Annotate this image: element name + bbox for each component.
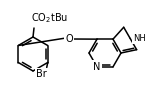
Text: Br: Br [36,69,47,79]
Text: CO$_2$tBu: CO$_2$tBu [32,11,69,25]
Text: O: O [65,34,73,44]
Text: N: N [93,62,101,72]
Text: NH: NH [133,34,146,43]
